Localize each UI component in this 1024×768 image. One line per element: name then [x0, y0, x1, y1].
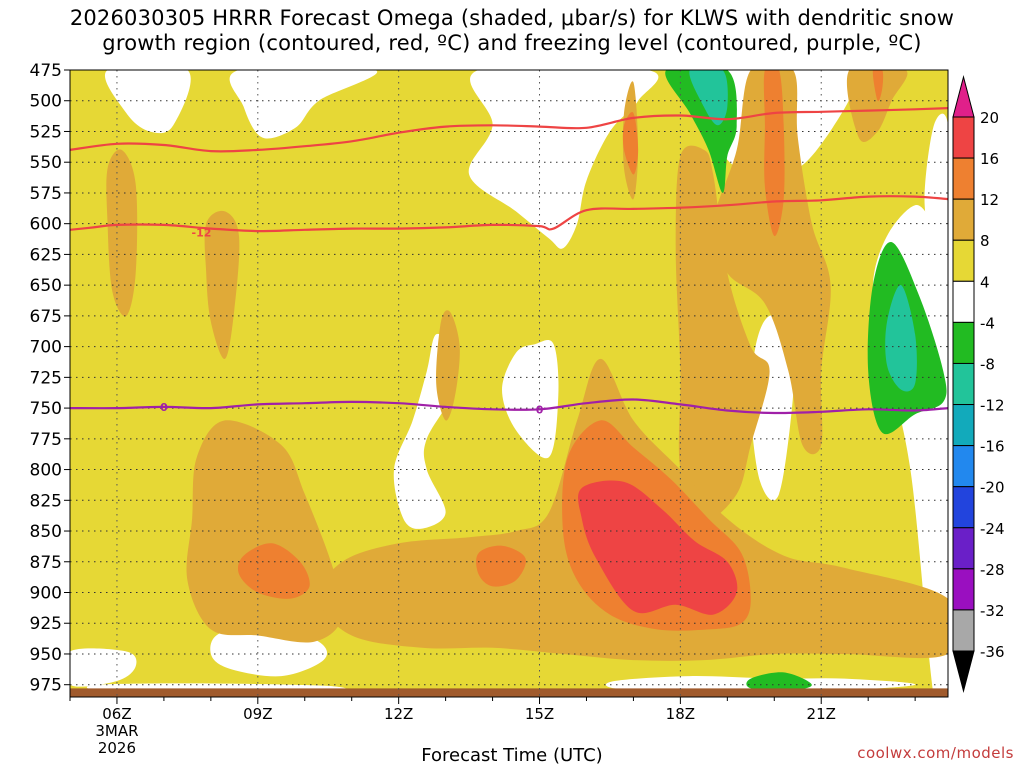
y-tick-label: 525 — [30, 122, 62, 142]
omega-region — [204, 210, 240, 360]
x-tick-label: 18Z — [666, 705, 695, 723]
colorbar-label: 12 — [980, 191, 999, 209]
chart-title-line-1: 2026030305 HRRR Forecast Omega (shaded, … — [69, 6, 955, 30]
x-tick-label: 12Z — [384, 705, 413, 723]
omega-region — [675, 145, 770, 520]
y-tick-label: 500 — [30, 92, 62, 112]
y-tick-label: 725 — [30, 368, 62, 388]
omega-region — [872, 70, 884, 102]
date-label: 2026 — [98, 739, 136, 757]
x-tick-label: 15Z — [525, 705, 554, 723]
omega-region — [885, 284, 917, 392]
y-tick-label: 950 — [30, 645, 62, 665]
y-tick-label: 675 — [30, 307, 62, 327]
y-tick-label: 900 — [30, 584, 62, 604]
y-tick-label: 475 — [30, 61, 62, 81]
contour-label: -12 — [192, 226, 212, 239]
colorbar-bin — [952, 609, 975, 652]
omega-region — [106, 149, 138, 317]
omega-region — [763, 70, 785, 237]
colorbar-label: 16 — [980, 150, 999, 168]
omega-region — [502, 340, 559, 459]
y-tick-label: 625 — [30, 245, 62, 265]
y-tick-label: 975 — [30, 676, 62, 696]
date-label: 3MAR — [95, 722, 138, 740]
omega-region — [70, 648, 137, 687]
colorbar-label: 20 — [980, 109, 999, 127]
omega-region — [436, 310, 460, 421]
colorbar-bin — [952, 568, 975, 611]
colorbar-bin — [952, 362, 975, 406]
y-tick-label: 775 — [30, 430, 62, 450]
colorbar-label: -20 — [980, 479, 1005, 497]
omega-region — [468, 70, 659, 249]
y-tick-label: 600 — [30, 215, 62, 235]
colorbar-label: -36 — [980, 643, 1005, 661]
omega-region — [713, 70, 831, 455]
colorbar-bin — [952, 404, 975, 447]
terrain-strip — [70, 688, 948, 697]
omega-region — [237, 543, 310, 599]
contour-label: 0 — [160, 401, 168, 414]
x-tick-label: 09Z — [243, 705, 272, 723]
y-tick-label: 825 — [30, 491, 62, 511]
y-tick-label: 650 — [30, 276, 62, 296]
omega-region — [476, 545, 526, 587]
omega-region — [105, 70, 191, 134]
colorbar-bin — [952, 198, 975, 241]
omega-region — [578, 480, 738, 615]
chart-title-line-2: growth region (contoured, red, ºC) and f… — [102, 31, 922, 55]
omega-region — [746, 672, 812, 692]
omega-region — [229, 70, 378, 139]
colorbar-over-arrow — [952, 75, 975, 118]
colorbar-bin — [952, 239, 975, 282]
omega-region — [689, 70, 728, 126]
x-tick-label: 21Z — [807, 705, 836, 723]
colorbar-bin — [952, 486, 975, 529]
colorbar-label: -32 — [980, 602, 1005, 620]
plot-area: -12 0 0 — [70, 70, 948, 697]
x-tick-label: 06Z — [102, 705, 131, 723]
colorbar-label: -24 — [980, 520, 1005, 538]
colorbar-label: -4 — [980, 314, 995, 332]
contour-line — [70, 195, 948, 233]
colorbar-bin — [952, 527, 975, 570]
contour-line — [70, 398, 948, 415]
colorbar-bin — [952, 280, 975, 323]
y-tick-label: 750 — [30, 399, 62, 419]
colorbar-bin — [952, 116, 975, 159]
colorbar-label: -8 — [980, 355, 995, 373]
colorbar-label: -12 — [980, 397, 1005, 415]
colorbar-bin — [952, 445, 975, 488]
y-tick-label: 700 — [30, 338, 62, 358]
colorbar: 20 16 12 8 4 -4 -8 -12 -16 -20 -24 -28 -32 -36 — [952, 75, 1005, 693]
y-tick-label: 575 — [30, 184, 62, 204]
y-tick-label: 800 — [30, 461, 62, 481]
omega-region — [846, 70, 908, 142]
plot-frame — [69, 69, 949, 698]
y-tick-label: 850 — [30, 522, 62, 542]
colorbar-bin — [952, 321, 975, 364]
colorbar-label: 8 — [980, 232, 990, 250]
omega-region — [622, 112, 639, 175]
axes: 475 500 525 550 575 600 625 650 675 700 725 750 775 8… — [30, 61, 949, 757]
y-tick-label: 875 — [30, 553, 62, 573]
y-tick-label: 550 — [30, 153, 62, 173]
contour-line — [70, 107, 948, 153]
colorbar-under-arrow — [952, 650, 975, 693]
x-axis-label: Forecast Time (UTC) — [421, 745, 603, 766]
colorbar-bin — [952, 157, 975, 200]
y-tick-label: 925 — [30, 614, 62, 634]
source-credit[interactable]: coolwx.com/models — [857, 744, 1014, 762]
colorbar-label: -16 — [980, 438, 1005, 456]
colorbar-label: -28 — [980, 561, 1005, 579]
colorbar-label: 4 — [980, 273, 990, 291]
contour-label: 0 — [536, 403, 544, 416]
